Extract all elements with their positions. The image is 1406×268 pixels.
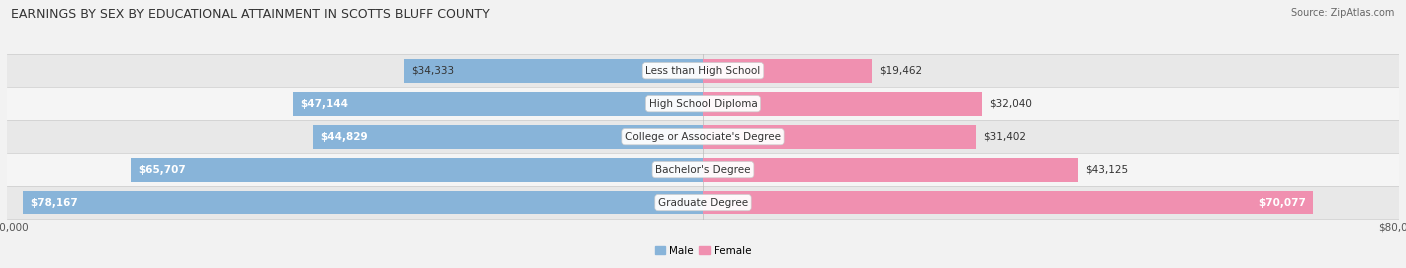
Text: $78,167: $78,167 bbox=[30, 198, 77, 208]
Legend: Male, Female: Male, Female bbox=[655, 246, 751, 256]
Text: College or Associate's Degree: College or Associate's Degree bbox=[626, 132, 780, 142]
Bar bbox=[292, 92, 703, 116]
Bar bbox=[703, 59, 872, 83]
Text: $44,829: $44,829 bbox=[321, 132, 367, 142]
Bar bbox=[7, 54, 1399, 87]
Text: $31,402: $31,402 bbox=[983, 132, 1026, 142]
Bar bbox=[7, 87, 1399, 120]
Bar bbox=[131, 158, 703, 181]
Bar bbox=[703, 125, 976, 148]
Text: High School Diploma: High School Diploma bbox=[648, 99, 758, 109]
Text: $34,333: $34,333 bbox=[412, 66, 454, 76]
Text: EARNINGS BY SEX BY EDUCATIONAL ATTAINMENT IN SCOTTS BLUFF COUNTY: EARNINGS BY SEX BY EDUCATIONAL ATTAINMEN… bbox=[11, 8, 491, 21]
Text: $70,077: $70,077 bbox=[1258, 198, 1306, 208]
Text: Source: ZipAtlas.com: Source: ZipAtlas.com bbox=[1291, 8, 1395, 18]
Bar bbox=[703, 92, 981, 116]
Bar bbox=[7, 186, 1399, 219]
Bar bbox=[7, 153, 1399, 186]
Bar bbox=[405, 59, 703, 83]
Text: $47,144: $47,144 bbox=[299, 99, 347, 109]
Bar bbox=[703, 191, 1313, 214]
Text: $19,462: $19,462 bbox=[879, 66, 922, 76]
Text: Graduate Degree: Graduate Degree bbox=[658, 198, 748, 208]
Bar bbox=[314, 125, 703, 148]
Text: $32,040: $32,040 bbox=[988, 99, 1032, 109]
Text: Bachelor's Degree: Bachelor's Degree bbox=[655, 165, 751, 175]
Text: $65,707: $65,707 bbox=[138, 165, 186, 175]
Text: Less than High School: Less than High School bbox=[645, 66, 761, 76]
Bar bbox=[703, 158, 1078, 181]
Bar bbox=[7, 120, 1399, 153]
Bar bbox=[22, 191, 703, 214]
Text: $43,125: $43,125 bbox=[1085, 165, 1128, 175]
